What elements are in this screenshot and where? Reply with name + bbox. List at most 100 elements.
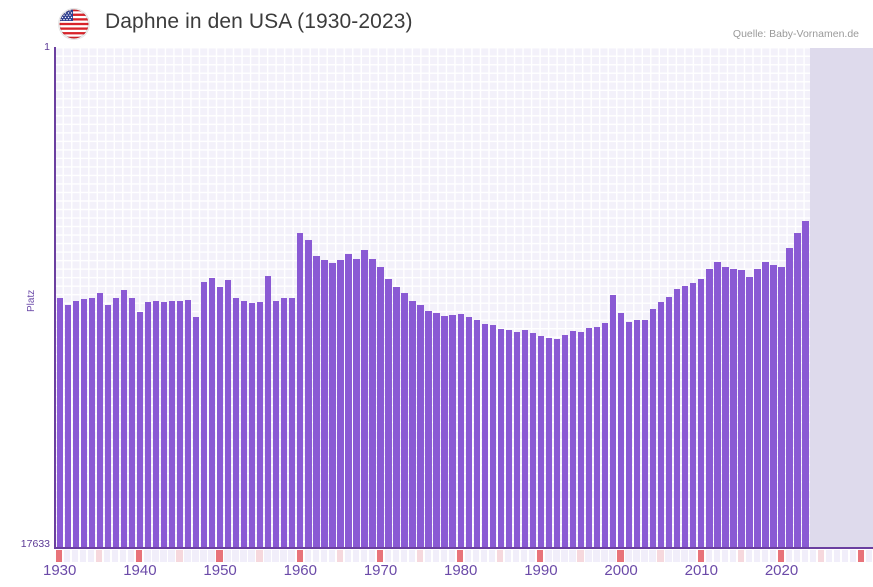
bar[interactable] [465,317,472,548]
bar[interactable] [393,287,400,548]
bar[interactable] [513,332,521,548]
bar[interactable] [273,301,280,548]
bar[interactable] [730,269,737,548]
bar[interactable] [136,312,144,548]
bar[interactable] [417,305,424,548]
bar[interactable] [104,305,111,548]
bar[interactable] [369,259,376,548]
bar[interactable] [802,221,809,548]
bar[interactable] [770,265,777,548]
bar[interactable] [144,302,152,548]
bar[interactable] [617,313,625,548]
bar[interactable] [457,314,464,548]
bar[interactable] [794,233,801,548]
bar[interactable] [265,276,272,548]
bar[interactable] [128,298,136,548]
bar[interactable] [409,301,416,548]
bar[interactable] [641,320,649,548]
bar[interactable] [633,320,641,548]
bar[interactable] [698,279,705,548]
bar[interactable] [529,333,537,548]
bar[interactable] [337,260,344,548]
bar[interactable] [152,301,160,548]
bar[interactable] [329,263,336,548]
plot-area [55,48,873,548]
bar[interactable] [281,298,288,548]
bar[interactable] [345,254,352,548]
bar[interactable] [240,301,248,548]
bar[interactable] [658,302,665,548]
bar[interactable] [473,320,480,548]
bar[interactable] [168,301,176,548]
bar[interactable] [80,299,87,548]
bar[interactable] [585,328,593,548]
x-axis-tick-label: 1960 [283,562,317,579]
bar[interactable] [200,282,208,548]
bar[interactable] [385,279,392,548]
bar[interactable] [674,289,681,548]
bar[interactable] [561,335,569,548]
bar[interactable] [625,322,633,548]
bar[interactable] [176,301,184,548]
bar[interactable] [537,336,545,548]
x-tick-minor [432,550,440,562]
bar[interactable] [208,278,216,548]
bar[interactable] [682,286,689,548]
bar[interactable] [601,323,609,548]
bar[interactable] [112,298,120,548]
bar[interactable] [224,280,232,548]
bar[interactable] [96,293,103,548]
bar[interactable] [433,313,440,548]
bar[interactable] [257,302,264,548]
bar[interactable] [746,277,753,548]
bar[interactable] [489,325,496,548]
bar[interactable] [778,267,785,548]
bar[interactable] [786,248,793,548]
bar[interactable] [666,297,673,548]
bar[interactable] [361,250,368,548]
bar[interactable] [497,329,504,548]
bar[interactable] [577,332,585,548]
bar[interactable] [289,298,296,548]
bar[interactable] [441,316,448,548]
bar[interactable] [72,301,79,548]
bar[interactable] [553,339,561,548]
bar[interactable] [184,300,192,548]
bar[interactable] [738,270,745,548]
bar[interactable] [609,295,617,548]
bar[interactable] [545,338,553,548]
x-tick-minor [264,550,271,562]
bar[interactable] [305,240,312,548]
bar[interactable] [481,324,488,548]
bar[interactable] [192,317,200,548]
bar[interactable] [593,327,601,548]
x-axis-labels: 1930 1940 1950 1960 1970 1980 1990 2000 2010 2020 [0,562,873,587]
bar[interactable] [754,269,761,548]
bar[interactable] [353,259,360,548]
bar[interactable] [248,303,256,548]
bar[interactable] [232,298,240,548]
bar[interactable] [569,331,577,548]
bar[interactable] [120,290,128,548]
bar[interactable] [425,311,432,548]
bar[interactable] [88,298,95,548]
bar[interactable] [313,256,320,548]
bar[interactable] [377,267,384,548]
bar[interactable] [321,260,328,548]
x-tick-decade [376,550,384,562]
bar[interactable] [706,269,713,548]
bar[interactable] [160,302,168,548]
bar[interactable] [762,262,769,548]
bar[interactable] [690,283,697,548]
bar[interactable] [216,287,224,548]
bar[interactable] [649,309,657,548]
bar[interactable] [401,293,408,548]
bar[interactable] [449,315,456,548]
bar[interactable] [505,330,512,548]
bar[interactable] [714,262,721,548]
bar[interactable] [56,298,63,548]
bar[interactable] [64,305,71,548]
bar[interactable] [722,267,729,548]
bar[interactable] [297,233,304,548]
bar[interactable] [521,330,529,548]
